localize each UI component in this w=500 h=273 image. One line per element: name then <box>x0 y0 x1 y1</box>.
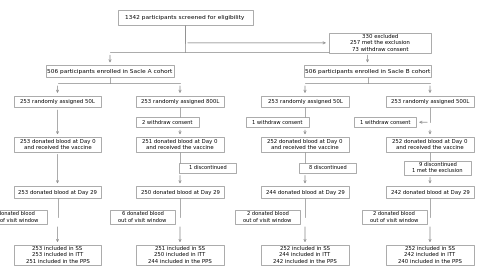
Text: 9 discontinued
1 met the exclusion: 9 discontinued 1 met the exclusion <box>412 162 463 173</box>
Text: 253 randomly assigned 800L: 253 randomly assigned 800L <box>141 99 219 104</box>
FancyBboxPatch shape <box>136 96 224 107</box>
Text: 250 donated blood at Day 29: 250 donated blood at Day 29 <box>140 189 220 195</box>
Text: 1 discontinued: 1 discontinued <box>188 165 226 170</box>
FancyBboxPatch shape <box>329 32 431 53</box>
Text: 252 donated blood at Day 0
and received the vaccine: 252 donated blood at Day 0 and received … <box>267 139 343 150</box>
Text: 253 randomly assigned 500L: 253 randomly assigned 500L <box>391 99 469 104</box>
FancyBboxPatch shape <box>118 10 252 25</box>
Text: 1342 participants screened for eligibility: 1342 participants screened for eligibili… <box>126 15 244 20</box>
Text: 2 withdraw consent: 2 withdraw consent <box>142 120 192 125</box>
FancyBboxPatch shape <box>386 245 474 265</box>
FancyBboxPatch shape <box>386 137 474 152</box>
FancyBboxPatch shape <box>386 186 474 198</box>
Text: 2 donated blood
out of visit window: 2 donated blood out of visit window <box>0 211 38 223</box>
Text: 8 discontinued: 8 discontinued <box>308 165 346 170</box>
Text: 506 participants enrolled in Sacle A cohort: 506 participants enrolled in Sacle A coh… <box>48 69 172 74</box>
FancyBboxPatch shape <box>354 117 416 127</box>
FancyBboxPatch shape <box>110 210 175 224</box>
Text: 1 withdraw consent: 1 withdraw consent <box>252 120 302 125</box>
Text: 330 excluded
257 met the exclusion
73 withdraw consent: 330 excluded 257 met the exclusion 73 wi… <box>350 34 410 52</box>
FancyBboxPatch shape <box>362 210 426 224</box>
FancyBboxPatch shape <box>136 245 224 265</box>
FancyBboxPatch shape <box>14 96 101 107</box>
FancyBboxPatch shape <box>136 137 224 152</box>
Text: 252 donated blood at Day 0
and received the vaccine: 252 donated blood at Day 0 and received … <box>392 139 468 150</box>
FancyBboxPatch shape <box>261 186 349 198</box>
FancyBboxPatch shape <box>299 162 356 173</box>
FancyBboxPatch shape <box>261 96 349 107</box>
FancyBboxPatch shape <box>246 117 309 127</box>
Text: 251 included in SS
250 included in ITT
244 included in the PPS: 251 included in SS 250 included in ITT 2… <box>148 246 212 264</box>
Text: 253 donated blood at Day 0
and received the vaccine: 253 donated blood at Day 0 and received … <box>20 139 96 150</box>
FancyBboxPatch shape <box>235 210 300 224</box>
Text: 253 included in SS
253 included in ITT
251 included in the PPS: 253 included in SS 253 included in ITT 2… <box>26 246 90 264</box>
FancyBboxPatch shape <box>386 96 474 107</box>
FancyBboxPatch shape <box>14 186 101 198</box>
Text: 252 included in SS
242 included in ITT
240 included in the PPS: 252 included in SS 242 included in ITT 2… <box>398 246 462 264</box>
FancyBboxPatch shape <box>14 137 101 152</box>
FancyBboxPatch shape <box>261 137 349 152</box>
Text: 244 donated blood at Day 29: 244 donated blood at Day 29 <box>266 189 344 195</box>
FancyBboxPatch shape <box>136 117 199 127</box>
Text: 252 included in SS
244 included in ITT
242 included in the PPS: 252 included in SS 244 included in ITT 2… <box>273 246 337 264</box>
FancyBboxPatch shape <box>261 245 349 265</box>
Text: 1 withdraw consent: 1 withdraw consent <box>360 120 410 125</box>
Text: 251 donated blood at Day 0
and received the vaccine: 251 donated blood at Day 0 and received … <box>142 139 218 150</box>
Text: 2 donated blood
out of visit window: 2 donated blood out of visit window <box>244 211 292 223</box>
FancyBboxPatch shape <box>304 66 431 78</box>
FancyBboxPatch shape <box>46 66 174 78</box>
FancyBboxPatch shape <box>179 162 236 173</box>
FancyBboxPatch shape <box>136 186 224 198</box>
Text: 6 donated blood
out of visit window: 6 donated blood out of visit window <box>118 211 166 223</box>
Text: 506 participants enrolled in Sacle B cohort: 506 participants enrolled in Sacle B coh… <box>305 69 430 74</box>
Text: 242 donated blood at Day 29: 242 donated blood at Day 29 <box>390 189 469 195</box>
Text: 2 donated blood
out of visit window: 2 donated blood out of visit window <box>370 211 418 223</box>
Text: 253 randomly assigned 50L: 253 randomly assigned 50L <box>268 99 342 104</box>
FancyBboxPatch shape <box>404 161 471 175</box>
FancyBboxPatch shape <box>14 245 101 265</box>
FancyBboxPatch shape <box>0 210 46 224</box>
Text: 253 donated blood at Day 29: 253 donated blood at Day 29 <box>18 189 97 195</box>
Text: 253 randomly assigned 50L: 253 randomly assigned 50L <box>20 99 95 104</box>
